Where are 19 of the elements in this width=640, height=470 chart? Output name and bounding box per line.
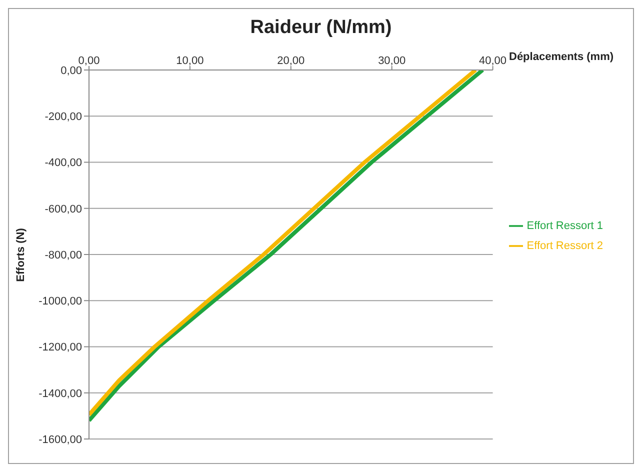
y-tick-label: -800,00: [44, 249, 82, 262]
y-tick-label: -200,00: [44, 111, 82, 124]
x-tick-label: 0,00: [78, 55, 100, 67]
chart-title: Raideur (N/mm): [249, 17, 393, 39]
x-tick-label: 10,00: [176, 55, 204, 67]
y-tick-label: -1200,00: [38, 342, 82, 354]
y-tick-label: -1000,00: [38, 296, 82, 308]
y-tick-label: -1400,00: [38, 388, 82, 400]
legend-label: Effort Ressort 1: [526, 220, 603, 232]
legend-label: Effort Ressort 2: [526, 240, 603, 252]
x-tick-label: 40,00: [479, 55, 507, 67]
y-tick-label: -1600,00: [38, 434, 82, 446]
x-axis-title: Déplacements (mm): [509, 51, 614, 63]
x-tick-label: 30,00: [378, 55, 406, 67]
x-tick-label: 20,00: [277, 55, 305, 67]
y-tick-label: 0,00: [60, 64, 82, 77]
y-tick-label: -400,00: [44, 157, 82, 170]
y-tick-label: -600,00: [44, 203, 82, 216]
y-axis-title: Efforts (N): [15, 228, 27, 282]
